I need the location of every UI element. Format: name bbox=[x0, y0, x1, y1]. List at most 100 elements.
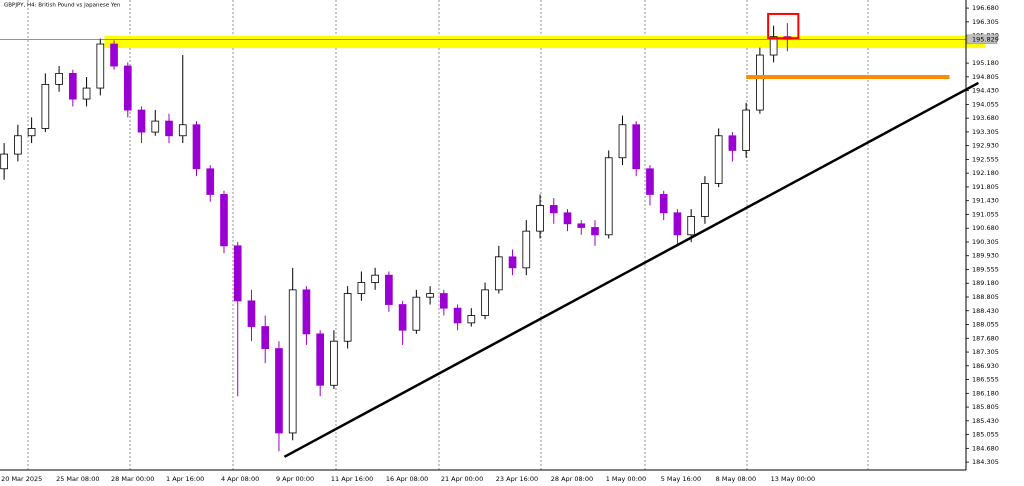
x-tick-label: 21 Apr 00:00 bbox=[441, 475, 483, 483]
y-tick-label: 189.180 bbox=[972, 279, 999, 287]
candle-body bbox=[769, 36, 778, 56]
candle-body bbox=[288, 289, 297, 434]
y-tick-label: 184.305 bbox=[972, 458, 999, 466]
y-tick-label: 188.805 bbox=[972, 293, 999, 301]
candle-body bbox=[316, 333, 325, 386]
x-tick-label: 20 Mar 2025 bbox=[1, 475, 42, 483]
candle-body bbox=[220, 194, 228, 247]
y-tick-label: 185.805 bbox=[972, 403, 999, 411]
y-tick-label: 196.305 bbox=[972, 18, 999, 26]
candle-body bbox=[385, 274, 393, 305]
x-tick-label: 25 Mar 08:00 bbox=[56, 475, 99, 483]
x-tick-label: 23 Apr 16:00 bbox=[496, 475, 538, 483]
x-tick-label: 28 Mar 00:00 bbox=[111, 475, 154, 483]
candle-body bbox=[27, 128, 36, 137]
y-tick-label: 189.930 bbox=[972, 252, 999, 260]
highlight-box bbox=[767, 12, 800, 40]
candle-body bbox=[426, 293, 434, 298]
y-tick-label: 196.680 bbox=[972, 4, 999, 12]
y-tick-label: 194.805 bbox=[972, 73, 999, 81]
candle-body bbox=[563, 212, 572, 225]
candle-body bbox=[467, 315, 476, 324]
y-tick-label: 191.055 bbox=[972, 210, 999, 218]
support-zone bbox=[104, 35, 986, 49]
candle-body bbox=[302, 289, 311, 335]
x-tick-label: 16 Apr 08:00 bbox=[386, 475, 428, 483]
candle-body bbox=[398, 304, 407, 331]
candle-body bbox=[756, 54, 764, 111]
candle-body bbox=[151, 120, 160, 133]
candle-body bbox=[673, 212, 682, 236]
candle-body bbox=[330, 340, 338, 386]
candle-body bbox=[728, 135, 737, 151]
last-price-label: 195.829 bbox=[972, 35, 999, 43]
last-price-box bbox=[966, 34, 998, 45]
candle-body bbox=[440, 293, 448, 309]
candle-body bbox=[604, 157, 613, 236]
y-tick-label: 188.430 bbox=[972, 307, 999, 315]
y-tick-label: 185.430 bbox=[972, 417, 999, 425]
y-tick-label: 192.930 bbox=[972, 142, 999, 150]
candle-body bbox=[453, 307, 462, 324]
y-tick-label: 193.680 bbox=[972, 114, 999, 122]
y-tick-label: 194.430 bbox=[972, 87, 999, 95]
y-tick-label: 186.180 bbox=[972, 389, 999, 397]
candle-body bbox=[508, 256, 517, 269]
candle-body bbox=[165, 120, 173, 137]
candle-body bbox=[687, 216, 696, 236]
candle-body bbox=[82, 87, 91, 100]
x-tick-label: 1 May 00:00 bbox=[606, 475, 646, 483]
candle-body bbox=[357, 282, 366, 294]
candle-body bbox=[742, 109, 750, 151]
x-tick-label: 4 Apr 08:00 bbox=[221, 475, 259, 483]
x-tick-label: 9 Apr 00:00 bbox=[276, 475, 314, 483]
candle-body bbox=[618, 124, 627, 159]
candle-body bbox=[536, 205, 544, 232]
x-tick-label: 28 Apr 08:00 bbox=[551, 475, 593, 483]
candle-body bbox=[371, 274, 379, 283]
candle-body bbox=[494, 256, 503, 291]
candle-body bbox=[14, 135, 22, 155]
x-tick-label: 13 May 00:00 bbox=[771, 475, 816, 483]
chart-title: GBPJPY, H4: British Pound vs Japanese Ye… bbox=[4, 3, 121, 9]
candle-body bbox=[591, 227, 599, 236]
y-tick-label: 193.305 bbox=[972, 128, 999, 136]
trendline bbox=[283, 81, 979, 458]
y-tick-label: 188.055 bbox=[972, 321, 999, 329]
candle-body bbox=[178, 124, 187, 137]
y-tick-label: 192.180 bbox=[972, 169, 999, 177]
y-tick-label: 184.680 bbox=[972, 444, 999, 452]
candle-body bbox=[233, 245, 242, 302]
y-tick-label: 189.555 bbox=[972, 265, 999, 273]
y-tick-label: 195.180 bbox=[972, 59, 999, 67]
candle-body bbox=[261, 326, 270, 349]
candle-body bbox=[577, 223, 586, 228]
candle-body bbox=[96, 43, 105, 89]
candle-body bbox=[68, 72, 77, 100]
x-tick-label: 8 May 08:00 bbox=[716, 475, 756, 483]
candle-body bbox=[247, 300, 256, 327]
candle-body bbox=[412, 296, 421, 331]
candle-body bbox=[646, 168, 654, 195]
candle-body bbox=[659, 194, 668, 214]
candle-body bbox=[0, 153, 8, 170]
x-tick-label: 11 Apr 16:00 bbox=[331, 475, 373, 483]
y-tick-label: 186.930 bbox=[972, 362, 999, 370]
candle-body bbox=[275, 348, 283, 434]
candle-body bbox=[192, 124, 201, 170]
y-tick-label: 191.430 bbox=[972, 197, 999, 205]
candle-body bbox=[55, 72, 63, 85]
candle-body bbox=[522, 230, 531, 269]
candle-body bbox=[110, 43, 118, 67]
candle-body bbox=[701, 183, 709, 217]
candle-body bbox=[123, 65, 132, 111]
y-tick-label: 185.055 bbox=[972, 431, 999, 439]
candle-body bbox=[632, 124, 641, 170]
candle-body bbox=[343, 293, 352, 342]
y-tick-label: 187.680 bbox=[972, 334, 999, 342]
y-tick-label: 194.055 bbox=[972, 100, 999, 108]
y-tick-label: 186.555 bbox=[972, 376, 999, 384]
candle-body bbox=[137, 109, 146, 133]
